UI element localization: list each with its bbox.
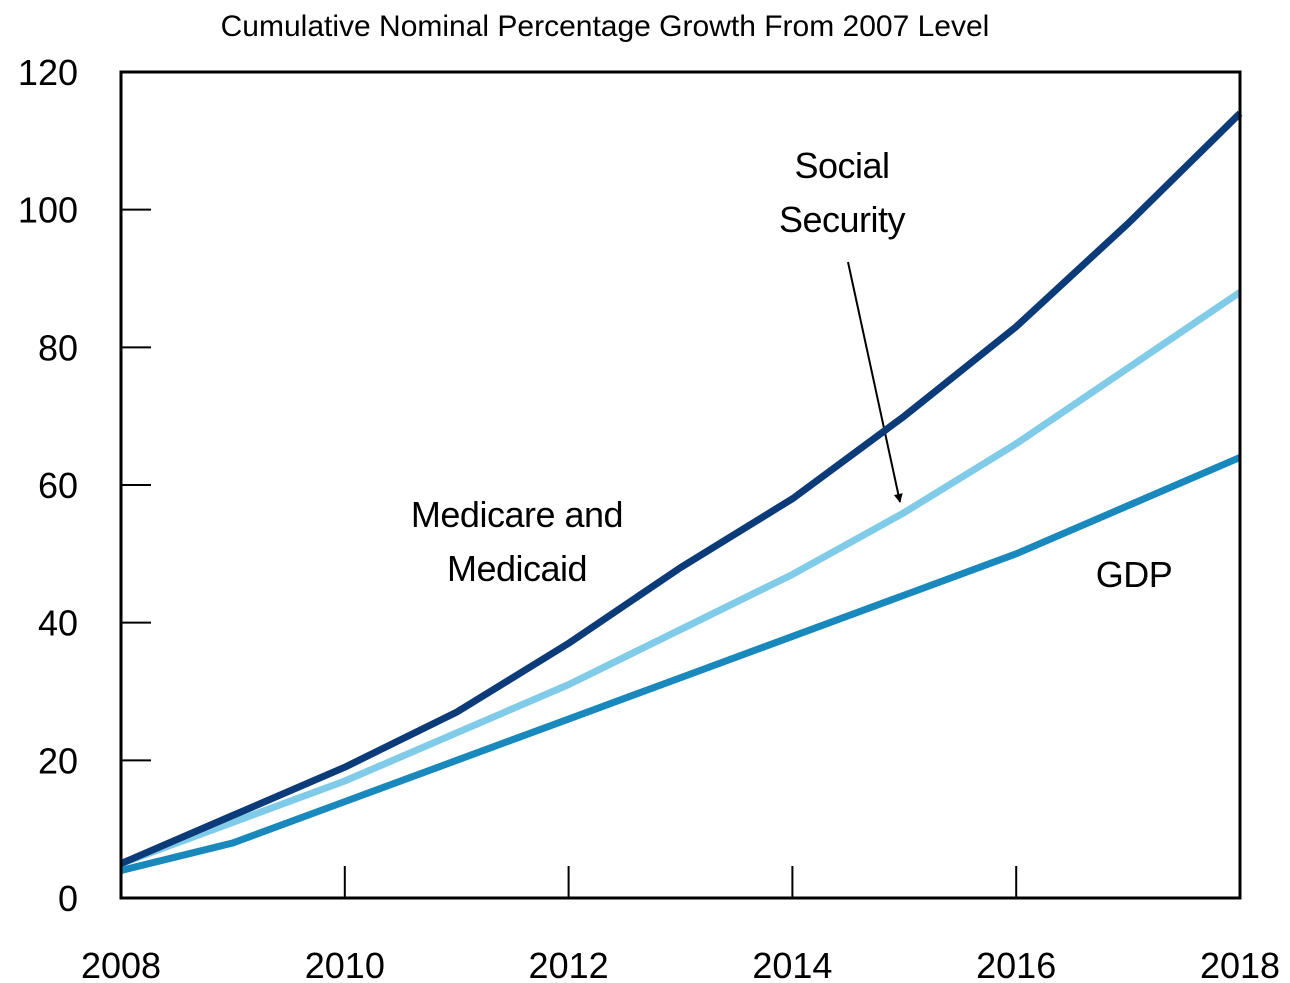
x-tick-label: 2010 xyxy=(305,945,385,983)
y-tick-label: 120 xyxy=(18,52,78,93)
series-label: Medicare and Medicaid xyxy=(410,494,624,589)
x-tick-label: 2016 xyxy=(976,945,1056,983)
y-tick-label: 0 xyxy=(58,878,78,919)
y-tick-label: 60 xyxy=(38,465,78,506)
x-tick-label: 2014 xyxy=(752,945,832,983)
x-tick-label: 2008 xyxy=(81,945,161,983)
y-tick-label: 40 xyxy=(38,603,78,644)
x-tick-label: 2018 xyxy=(1200,945,1280,983)
x-tick-label: 2012 xyxy=(529,945,609,983)
series-line xyxy=(119,289,1242,867)
series-label: Social Security xyxy=(778,145,906,240)
plot-frame xyxy=(119,70,1242,900)
series-line xyxy=(120,454,1242,874)
annotation-arrow xyxy=(847,261,903,503)
y-tick-label: 100 xyxy=(18,190,78,231)
y-tick-label: 80 xyxy=(38,327,78,368)
series-label: GDP xyxy=(1095,554,1173,595)
series-line xyxy=(119,110,1243,867)
y-tick-label: 20 xyxy=(38,740,78,781)
chart-title: Cumulative Nominal Percentage Growth Fro… xyxy=(221,10,990,43)
